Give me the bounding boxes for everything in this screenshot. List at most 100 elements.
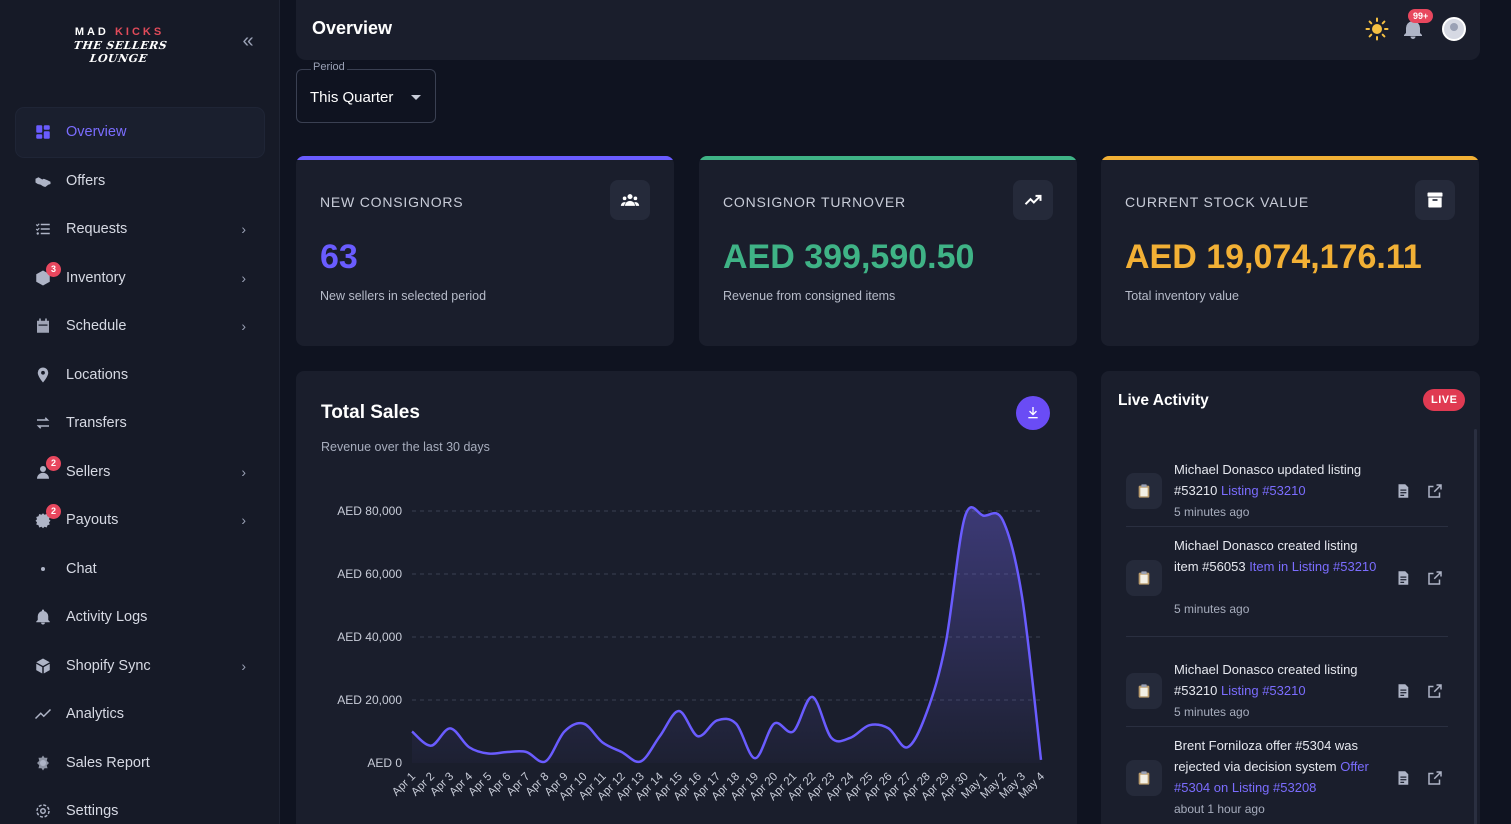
y-tick-label: AED 0	[367, 756, 402, 770]
doc-icon[interactable]	[1394, 569, 1412, 587]
card-title: CONSIGNOR TURNOVER	[723, 194, 906, 210]
sidebar-item-chat[interactable]: Chat	[16, 545, 264, 594]
sidebar-item-label: Offers	[66, 172, 106, 189]
notifications-bell-icon[interactable]	[1401, 17, 1425, 41]
sidebar-item-sales-report[interactable]: Sales Report	[16, 739, 264, 788]
sidebar-item-label: Payouts	[66, 512, 119, 529]
archive-icon	[1415, 180, 1455, 220]
sidebar-item-overview[interactable]: Overview	[16, 108, 264, 157]
card-value: 63	[320, 238, 358, 276]
sidebar-nav: Overview Offers Requests › Inventory 3 › Schedu…	[16, 108, 264, 824]
users-icon	[610, 180, 650, 220]
logo-kicks: KICKS	[114, 26, 165, 38]
card-title: NEW CONSIGNORS	[320, 194, 464, 210]
activity-text: Michael Donasco updated listing #53210 L…	[1174, 459, 1384, 501]
chevron-right-icon: ›	[241, 512, 246, 529]
live-badge: LIVE	[1423, 389, 1466, 411]
sidebar-item-settings[interactable]: Settings	[16, 787, 264, 824]
activity-link[interactable]: Item in Listing #53210	[1249, 559, 1377, 574]
logo-subtitle: THE SELLERS LOUNGE	[72, 39, 169, 65]
pin-icon	[34, 366, 52, 384]
sidebar-item-label: Transfers	[66, 415, 127, 432]
download-button[interactable]	[1016, 396, 1050, 430]
external-link-icon[interactable]	[1426, 569, 1444, 587]
collapse-sidebar-icon[interactable]: «	[242, 30, 254, 52]
total-sales-panel: Total Sales Revenue over the last 30 day…	[296, 371, 1077, 824]
chevron-right-icon: ›	[241, 269, 246, 286]
activity-time: 5 minutes ago	[1174, 705, 1250, 719]
gear-icon	[34, 802, 52, 820]
activity-text: Brent Forniloza offer #5304 was rejected…	[1174, 735, 1384, 798]
grid-icon	[34, 123, 52, 141]
sidebar-item-label: Shopify Sync	[66, 657, 151, 674]
doc-icon[interactable]	[1394, 482, 1412, 500]
period-select[interactable]: Period This Quarter	[296, 61, 436, 123]
new-consignors-card: NEW CONSIGNORS 63 New sellers in selected …	[296, 156, 674, 346]
activity-item: Brent Forniloza offer #5304 was rejected…	[1126, 727, 1448, 824]
user-avatar[interactable]	[1442, 17, 1466, 41]
chevron-right-icon: ›	[241, 221, 246, 238]
sales-line	[411, 506, 1043, 764]
list-icon	[34, 220, 52, 238]
handshake-icon	[34, 172, 52, 190]
sidebar-item-schedule[interactable]: Schedule ›	[16, 302, 264, 351]
clipboard-icon	[1126, 559, 1162, 596]
sales-title: Total Sales	[321, 402, 420, 423]
sidebar-item-transfers[interactable]: Transfers	[16, 399, 264, 448]
user-icon	[34, 463, 52, 481]
consignor-turnover-card: CONSIGNOR TURNOVER AED 399,590.50 Revenue …	[699, 156, 1077, 346]
clipboard-icon	[1126, 759, 1162, 796]
sidebar-item-badge: 3	[46, 261, 61, 277]
live-activity-title: Live Activity	[1118, 392, 1209, 409]
sidebar-item-label: Sellers	[66, 463, 111, 480]
sidebar-item-sellers[interactable]: Sellers 2 ›	[16, 448, 264, 497]
sidebar-item-requests[interactable]: Requests ›	[16, 205, 264, 254]
activity-message: Brent Forniloza offer #5304 was rejected…	[1174, 738, 1359, 774]
y-tick-label: AED 60,000	[337, 567, 402, 581]
sidebar-item-payouts[interactable]: Payouts 2 ›	[16, 496, 264, 545]
live-activity-panel: Live Activity LIVE Michael Donasco updat…	[1101, 371, 1480, 824]
trend-up-icon	[1013, 180, 1053, 220]
dot-icon	[41, 566, 45, 571]
external-link-icon[interactable]	[1426, 682, 1444, 700]
caret-down-icon	[411, 95, 421, 100]
doc-icon[interactable]	[1394, 769, 1412, 787]
card-accent-bar	[699, 156, 1077, 160]
external-link-icon[interactable]	[1426, 482, 1444, 500]
card-subtitle: New sellers in selected period	[320, 289, 487, 303]
sidebar-item-offers[interactable]: Offers	[16, 157, 264, 206]
sales-area-fill	[412, 507, 1041, 763]
trend-icon	[34, 705, 52, 723]
chevron-right-icon: ›	[241, 318, 246, 335]
card-value: AED 19,074,176.11	[1125, 238, 1422, 276]
period-label: Period	[311, 61, 347, 73]
sun-icon[interactable]	[1365, 17, 1389, 41]
external-link-icon[interactable]	[1426, 769, 1444, 787]
card-subtitle: Revenue from consigned items	[723, 289, 896, 303]
sidebar-item-analytics[interactable]: Analytics	[16, 690, 264, 739]
sidebar-item-badge: 2	[46, 504, 61, 519]
doc-icon[interactable]	[1394, 682, 1412, 700]
activity-link[interactable]: Listing #53210	[1221, 483, 1306, 498]
activity-item: Michael Donasco created listing item #56…	[1126, 527, 1448, 637]
period-value: This Quarter	[310, 89, 394, 106]
bell-icon	[34, 608, 52, 626]
logo-top: MAD	[74, 26, 109, 38]
activity-link[interactable]: Listing #53210	[1221, 683, 1306, 698]
activity-time: 5 minutes ago	[1174, 602, 1250, 616]
cube-icon	[34, 657, 52, 675]
sidebar-item-inventory[interactable]: Inventory 3 ›	[16, 254, 264, 303]
activity-text: Michael Donasco created listing #53210 L…	[1174, 659, 1384, 701]
sidebar-item-locations[interactable]: Locations	[16, 351, 264, 400]
activity-link[interactable]: Offer #5304 on Listing #53208	[1174, 759, 1369, 795]
sidebar-item-label: Inventory	[66, 269, 126, 286]
sidebar-item-activity-logs[interactable]: Activity Logs	[16, 593, 264, 642]
clipboard-icon	[1126, 673, 1162, 709]
activity-scrollbar[interactable]	[1474, 429, 1477, 824]
sidebar-item-label: Requests	[66, 221, 128, 238]
sidebar-item-shopify-sync[interactable]: Shopify Sync ›	[16, 642, 264, 691]
box-icon	[34, 269, 52, 287]
chevron-right-icon: ›	[241, 657, 246, 674]
logo[interactable]: MAD KICKS THE SELLERS LOUNGE	[52, 26, 187, 65]
y-tick-label: AED 20,000	[337, 693, 402, 707]
